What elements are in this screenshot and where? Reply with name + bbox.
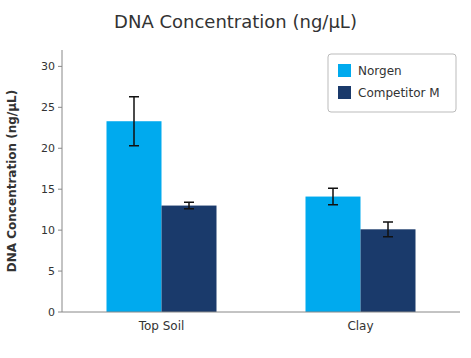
y-tick (58, 107, 62, 108)
bar (361, 229, 416, 312)
x-tick-label: Clay (347, 319, 373, 333)
y-tick-label: 15 (41, 183, 55, 196)
y-tick-label: 30 (41, 60, 55, 73)
error-bar (129, 97, 139, 146)
legend-swatch (338, 86, 351, 99)
y-tick (58, 230, 62, 231)
y-tick-label: 0 (48, 306, 55, 319)
error-bar (184, 202, 194, 209)
y-tick-label: 20 (41, 142, 55, 155)
bar (306, 197, 361, 312)
y-tick (58, 189, 62, 190)
y-tick-label: 25 (41, 101, 55, 114)
bar (107, 121, 162, 312)
y-axis (62, 50, 63, 312)
chart-svg: DNA Concentration (ng/μL) DNA Concentrati… (0, 0, 471, 358)
title: DNA Concentration (ng/μL) (114, 11, 357, 32)
y-tick (58, 66, 62, 67)
y-tick (58, 271, 62, 272)
bar (162, 206, 217, 312)
legend: Norgen Competitor M (328, 54, 456, 112)
chart-container: DNA Concentration (ng/μL) DNA Concentrati… (0, 0, 471, 358)
y-tick (58, 312, 62, 313)
x-axis (62, 312, 460, 313)
x-tick-label: Top Soil (138, 319, 185, 333)
legend-label: Norgen (358, 64, 402, 78)
legend-swatch (338, 64, 351, 77)
legend-frame (328, 54, 456, 112)
plot-area (107, 97, 416, 312)
error-bar (328, 188, 338, 204)
error-bar (383, 222, 393, 237)
legend-label: Competitor M (358, 86, 440, 100)
y-tick-label: 10 (41, 224, 55, 237)
y-tick (58, 148, 62, 149)
y-axis-label: DNA Concentration (ng/μL) (5, 90, 19, 272)
y-tick-label: 5 (48, 265, 55, 278)
